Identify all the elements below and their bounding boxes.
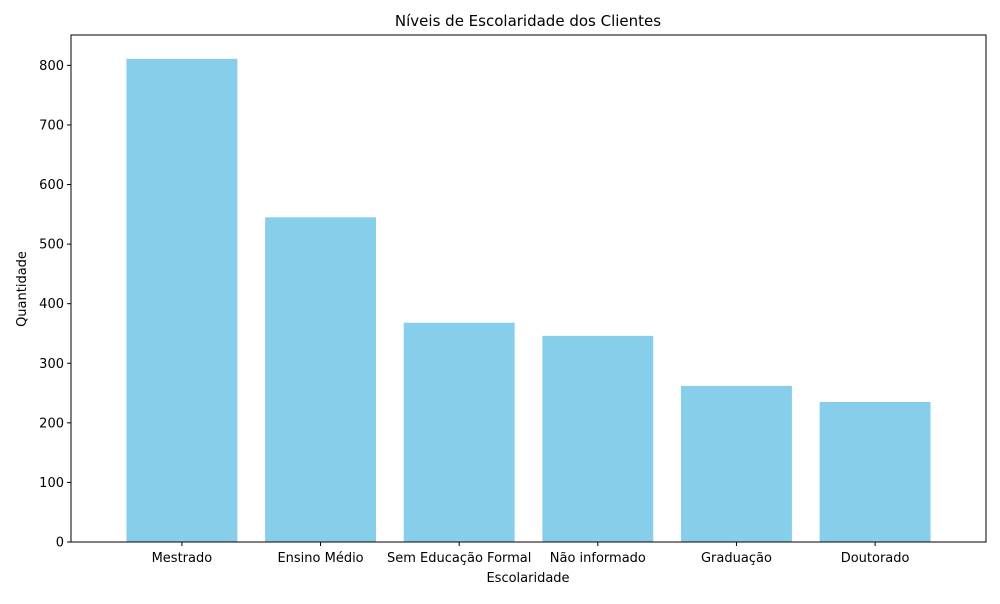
y-tick-label: 500 bbox=[39, 238, 64, 253]
x-tick-label: Ensino Médio bbox=[277, 551, 363, 566]
y-tick-label: 700 bbox=[39, 118, 64, 133]
y-axis-ticks: 0 100 200 300 400 500 600 700 800 bbox=[39, 59, 71, 551]
x-tick-label: Não informado bbox=[550, 551, 646, 566]
x-axis-ticks: Mestrado Ensino Médio Sem Educação Formal N… bbox=[152, 542, 910, 566]
x-tick-label: Mestrado bbox=[152, 551, 213, 566]
y-axis-label: Quantidade bbox=[15, 251, 30, 327]
bar-4 bbox=[681, 385, 792, 542]
x-tick-label: Doutorado bbox=[841, 551, 910, 566]
bar-0 bbox=[126, 58, 238, 543]
bar-2 bbox=[403, 322, 515, 542]
bar-5 bbox=[819, 401, 931, 542]
x-axis-label: Escolaridade bbox=[486, 571, 569, 586]
bar-3 bbox=[542, 335, 654, 542]
plot-frame bbox=[70, 34, 987, 543]
bar-1 bbox=[265, 217, 376, 542]
y-tick-label: 0 bbox=[56, 536, 64, 551]
y-tick-label: 300 bbox=[39, 357, 64, 372]
x-tick-label: Sem Educação Formal bbox=[387, 551, 531, 566]
y-tick-label: 800 bbox=[39, 59, 64, 74]
y-tick-label: 600 bbox=[39, 178, 64, 193]
y-tick-label: 400 bbox=[39, 297, 64, 312]
plot-area bbox=[126, 58, 931, 543]
y-tick-label: 200 bbox=[39, 416, 64, 431]
y-tick-label: 100 bbox=[39, 476, 64, 491]
x-tick-label: Graduação bbox=[701, 551, 772, 566]
chart-title: Níveis de Escolaridade dos Clientes bbox=[395, 12, 661, 30]
